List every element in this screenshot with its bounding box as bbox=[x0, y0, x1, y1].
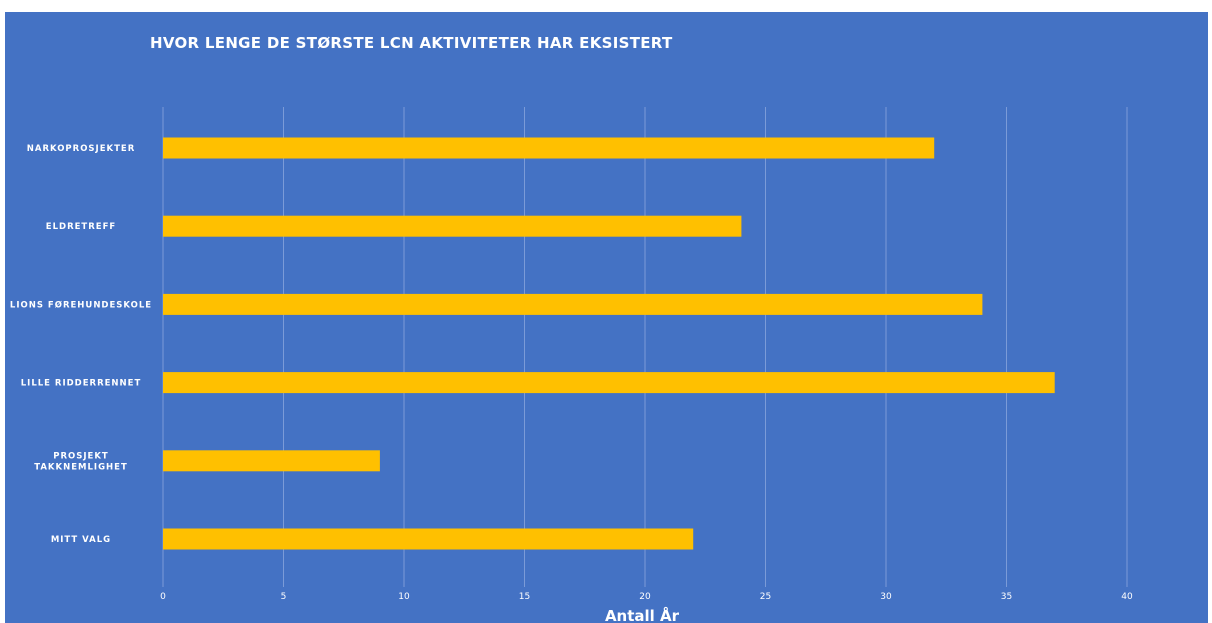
category-label: TAKKNEMLIGHET bbox=[34, 462, 128, 472]
x-tick-label: 5 bbox=[281, 592, 287, 602]
category-label: MITT VALG bbox=[51, 535, 111, 545]
bar bbox=[163, 528, 694, 550]
category-label: PROSJEKT bbox=[53, 451, 108, 461]
bar bbox=[163, 215, 742, 237]
bar-chart: HVOR LENGE DE STØRSTE LCN AKTIVITETER HA… bbox=[10, 34, 1133, 623]
category-labels: NARKOPROSJEKTER ELDRETREFF LIONS FØREHUNDE… bbox=[10, 144, 152, 545]
chart-panel: HVOR LENGE DE STØRSTE LCN AKTIVITETER HA… bbox=[5, 12, 1208, 623]
x-tick-label: 10 bbox=[398, 592, 410, 602]
category-label: NARKOPROSJEKTER bbox=[27, 144, 136, 154]
bars bbox=[163, 137, 1055, 550]
x-tick-label: 35 bbox=[1001, 592, 1012, 602]
category-label: ELDRETREFF bbox=[46, 222, 116, 232]
category-label: LILLE RIDDERRENNET bbox=[21, 379, 142, 389]
bar bbox=[163, 372, 1055, 394]
chart-title: HVOR LENGE DE STØRSTE LCN AKTIVITETER HA… bbox=[150, 34, 673, 52]
x-tick-label: 20 bbox=[639, 592, 651, 602]
x-tick-label: 0 bbox=[160, 592, 166, 602]
x-axis-title: Antall År bbox=[605, 606, 680, 623]
x-tick-label: 30 bbox=[880, 592, 892, 602]
bar bbox=[163, 137, 935, 159]
x-tick-labels: 0 5 10 15 20 25 30 35 40 bbox=[160, 592, 1133, 602]
bar bbox=[163, 450, 380, 472]
x-tick-label: 40 bbox=[1121, 592, 1133, 602]
bar bbox=[163, 293, 983, 315]
x-tick-label: 15 bbox=[519, 592, 530, 602]
category-label: LIONS FØREHUNDESKOLE bbox=[10, 299, 152, 310]
gridlines bbox=[162, 107, 1128, 587]
x-tick-label: 25 bbox=[760, 592, 771, 602]
